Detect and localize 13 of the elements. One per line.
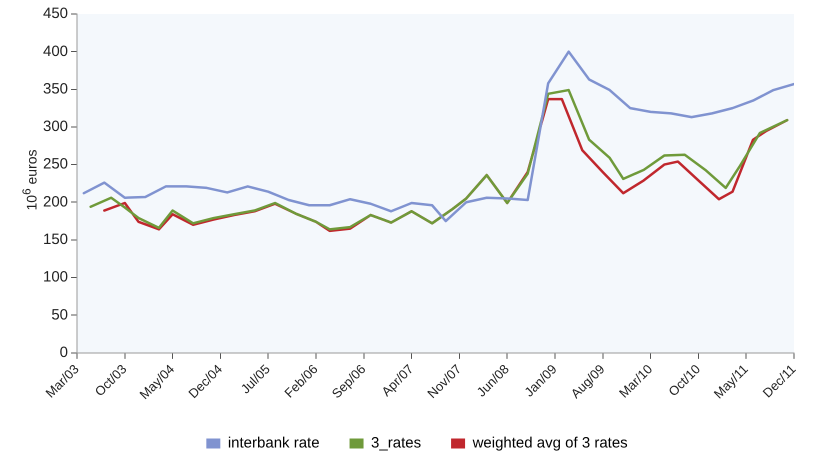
y-tick-label: 150 [42, 231, 68, 248]
y-tick-label: 50 [51, 306, 68, 324]
y-tick-label: 300 [42, 118, 68, 136]
y-tick-label: 250 [42, 156, 68, 173]
legend-label: interbank rate [228, 434, 320, 452]
y-tick-label: 200 [42, 193, 68, 210]
y-tick-label: 400 [42, 42, 68, 60]
y-tick-label: 350 [42, 80, 68, 98]
y-tick-label: 0 [60, 344, 68, 361]
legend-label: 3_rates [371, 434, 422, 452]
y-tick-label: 450 [42, 5, 68, 22]
y-tick-label: 100 [42, 268, 68, 286]
legend-label: weighted avg of 3 rates [472, 434, 628, 452]
